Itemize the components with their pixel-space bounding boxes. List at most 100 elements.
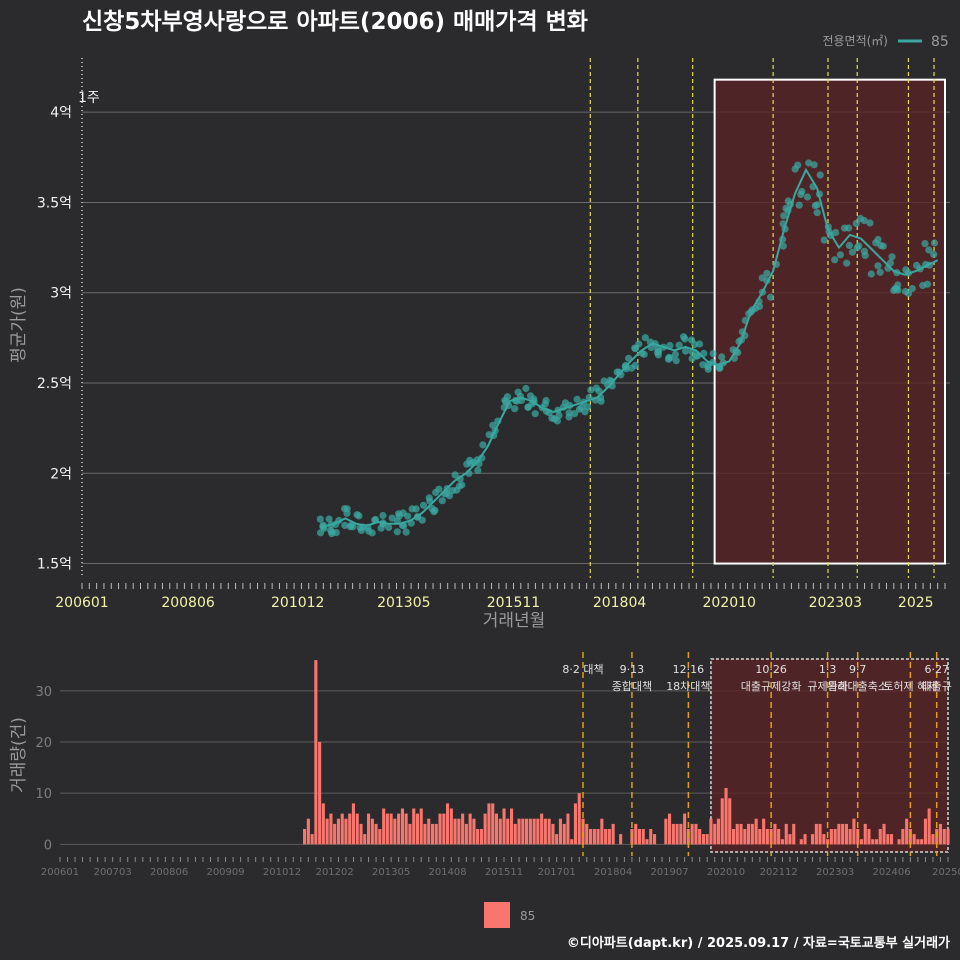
- volume-bar: [370, 818, 374, 845]
- volume-bar: [739, 823, 743, 845]
- price-point: [816, 171, 824, 179]
- volume-bar: [382, 808, 386, 845]
- price-point: [555, 411, 563, 420]
- volume-bar: [431, 823, 435, 845]
- volume-bar: [905, 818, 909, 845]
- volume-x-tick-10: 201804: [594, 867, 632, 878]
- price-point: [587, 386, 595, 394]
- price-point: [867, 270, 875, 278]
- volume-bar: [901, 829, 905, 845]
- bottom-legend-label: 85: [520, 909, 535, 923]
- price-point: [767, 293, 775, 301]
- volume-bar: [385, 813, 389, 845]
- price-y-tick-3: 3억: [50, 286, 72, 302]
- volume-bar: [848, 829, 852, 845]
- price-point: [805, 159, 813, 167]
- price-point: [451, 471, 459, 479]
- price-x-tick-1: 200806: [161, 595, 215, 611]
- price-point: [597, 397, 605, 405]
- price-point: [393, 517, 401, 525]
- volume-x-minor-ticks: [59, 857, 949, 862]
- price-y-axis-title: 평균가(원): [9, 287, 29, 363]
- price-point: [479, 441, 487, 449]
- price-y-axis: 1.5억 2억 2.5억 3억 3.5억 4억: [37, 105, 72, 572]
- volume-bar: [716, 818, 720, 845]
- bottom-legend: 85: [484, 902, 535, 928]
- price-x-tick-3: 201305: [377, 595, 430, 611]
- volume-bar: [720, 798, 724, 845]
- volume-bar: [728, 798, 732, 845]
- volume-x-tick-3: 200909: [206, 867, 244, 878]
- price-y-tick-4: 3.5억: [37, 195, 72, 211]
- volume-bar: [457, 818, 461, 845]
- volume-bar: [521, 818, 525, 845]
- volume-policy-lines: [582, 652, 938, 856]
- price-point: [930, 239, 939, 247]
- price-point: [874, 262, 882, 270]
- price-point: [343, 509, 351, 517]
- top-legend: 전용면적(㎡) 85: [822, 34, 948, 50]
- volume-bar: [423, 823, 427, 845]
- volume-bar: [472, 818, 476, 845]
- volume-bar: [829, 829, 833, 845]
- volume-bar: [611, 823, 615, 845]
- volume-bar: [367, 813, 371, 845]
- volume-bar: [743, 829, 747, 845]
- price-point: [923, 280, 932, 288]
- price-point: [836, 251, 845, 259]
- volume-bar: [705, 834, 709, 845]
- price-y-tick-2: 2.5억: [37, 376, 72, 392]
- volume-bar: [461, 813, 465, 845]
- volume-bar: [814, 823, 818, 845]
- price-point: [430, 508, 438, 516]
- volume-bar: [841, 823, 845, 845]
- price-x-minor-ticks: [81, 583, 946, 589]
- volume-bar: [318, 742, 322, 845]
- volume-bar: [946, 829, 950, 845]
- volume-bar: [724, 788, 728, 845]
- price-point: [696, 340, 704, 348]
- volume-bar: [321, 803, 325, 845]
- volume-bar: [916, 839, 920, 845]
- volume-bar: [844, 823, 848, 845]
- volume-x-tick-13: 202112: [760, 867, 798, 878]
- volume-bar: [528, 818, 532, 845]
- price-point: [631, 361, 640, 370]
- chart-title: 신창5차부영사랑으로 아파트(2006) 매매가격 변화: [82, 9, 588, 35]
- volume-bar: [581, 818, 585, 845]
- price-point: [671, 350, 680, 358]
- volume-bar: [525, 818, 529, 845]
- price-x-tick-7: 202303: [809, 595, 862, 611]
- volume-bar: [732, 829, 736, 845]
- price-panel: 1주 1.5억 2억 2.5억 3억 3.5억 4억 200601 200806 201012…: [9, 58, 950, 631]
- volume-x-tick-6: 201305: [372, 867, 410, 878]
- annotation-5-1: 특례대출축소: [827, 680, 888, 693]
- price-point: [921, 240, 929, 248]
- volume-bar: [536, 818, 540, 845]
- volume-bar: [506, 818, 510, 845]
- volume-bar: [476, 829, 480, 845]
- price-point: [332, 529, 340, 537]
- volume-x-tick-11: 201907: [650, 867, 688, 878]
- volume-bar: [412, 808, 416, 845]
- volume-bar: [378, 829, 382, 845]
- price-x-tick-0: 200601: [55, 595, 108, 611]
- price-point: [565, 413, 573, 421]
- price-point: [831, 256, 839, 264]
- volume-bar: [619, 834, 623, 845]
- volume-bar: [897, 839, 901, 845]
- volume-x-tick-4: 201012: [263, 867, 301, 878]
- volume-bar: [653, 834, 657, 845]
- price-point: [876, 268, 884, 276]
- price-point: [385, 523, 393, 532]
- volume-bar: [604, 829, 608, 845]
- price-point: [908, 284, 916, 293]
- price-point: [675, 341, 683, 349]
- volume-bar: [310, 834, 314, 845]
- volume-bar: [351, 803, 355, 845]
- price-point: [419, 501, 428, 509]
- volume-bar: [303, 829, 307, 845]
- volume-bar: [679, 823, 683, 845]
- price-point: [803, 193, 812, 201]
